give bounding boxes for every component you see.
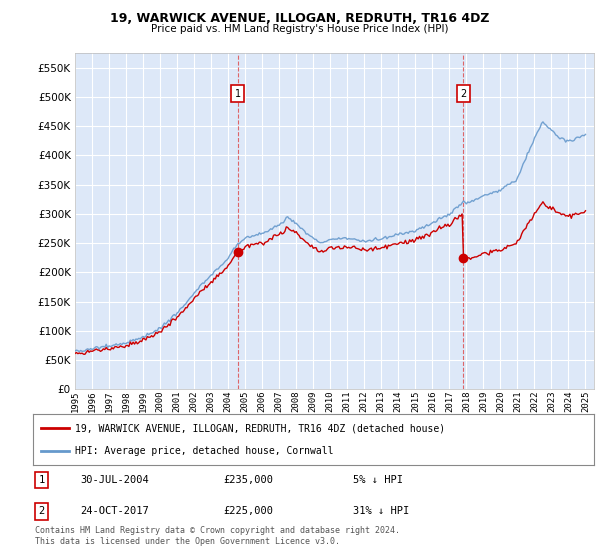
Text: 19, WARWICK AVENUE, ILLOGAN, REDRUTH, TR16 4DZ: 19, WARWICK AVENUE, ILLOGAN, REDRUTH, TR… xyxy=(110,12,490,25)
Text: 2: 2 xyxy=(460,88,466,99)
Text: 1: 1 xyxy=(38,475,44,485)
Text: HPI: Average price, detached house, Cornwall: HPI: Average price, detached house, Corn… xyxy=(75,446,334,456)
Text: 24-OCT-2017: 24-OCT-2017 xyxy=(80,506,149,516)
Text: 31% ↓ HPI: 31% ↓ HPI xyxy=(353,506,409,516)
Text: 5% ↓ HPI: 5% ↓ HPI xyxy=(353,475,403,485)
Text: Price paid vs. HM Land Registry's House Price Index (HPI): Price paid vs. HM Land Registry's House … xyxy=(151,24,449,34)
Text: 19, WARWICK AVENUE, ILLOGAN, REDRUTH, TR16 4DZ (detached house): 19, WARWICK AVENUE, ILLOGAN, REDRUTH, TR… xyxy=(75,423,445,433)
Text: Contains HM Land Registry data © Crown copyright and database right 2024.
This d: Contains HM Land Registry data © Crown c… xyxy=(35,526,400,546)
Text: 2: 2 xyxy=(38,506,44,516)
Text: 30-JUL-2004: 30-JUL-2004 xyxy=(80,475,149,485)
Text: 1: 1 xyxy=(235,88,241,99)
Text: £225,000: £225,000 xyxy=(224,506,274,516)
Text: £235,000: £235,000 xyxy=(224,475,274,485)
